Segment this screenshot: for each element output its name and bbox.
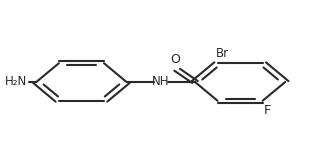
Text: O: O [171,53,181,66]
Text: Br: Br [216,47,229,60]
Text: H₂N: H₂N [5,75,27,89]
Text: F: F [264,104,271,117]
Text: NH: NH [152,75,170,89]
